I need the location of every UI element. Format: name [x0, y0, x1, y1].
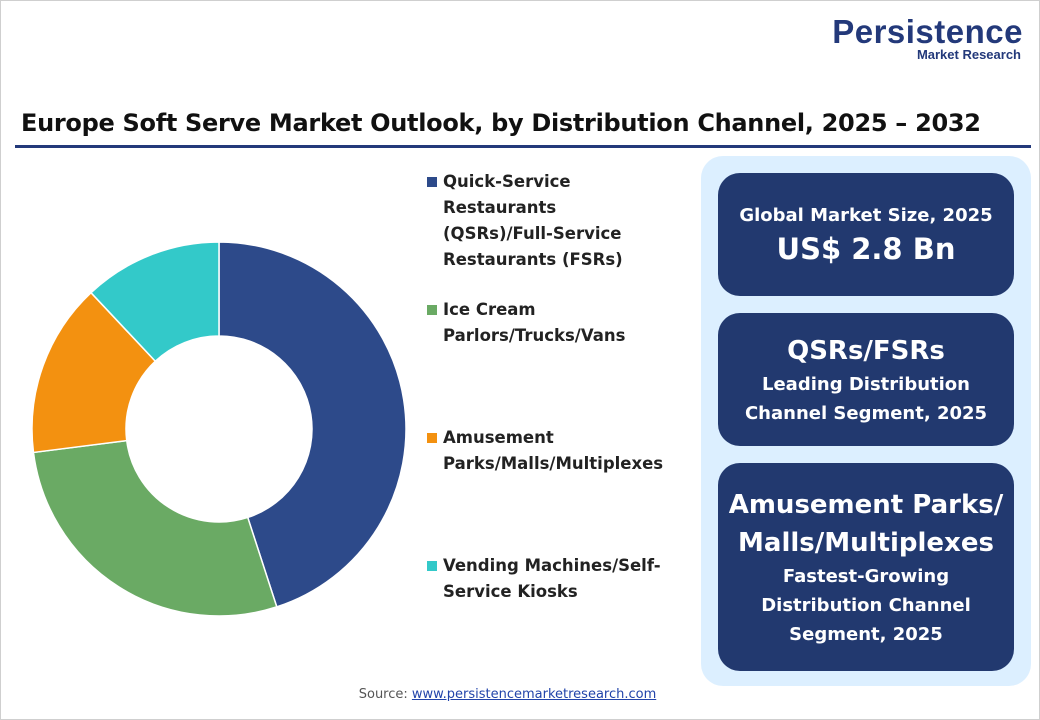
legend-item: Ice Cream Parlors/Trucks/Vans	[427, 297, 667, 349]
legend-label: Vending Machines/Self-Service Kiosks	[443, 556, 661, 601]
chart-title: Europe Soft Serve Market Outlook, by Dis…	[21, 109, 981, 137]
chart	[31, 241, 407, 617]
logo-name: Persistence	[832, 13, 1023, 50]
legend-swatch	[427, 561, 437, 571]
legend-label: Quick-Service Restaurants (QSRs)/Full-Se…	[443, 172, 623, 269]
card-heading: Fastest-Growing Distribution Channel Seg…	[761, 565, 971, 645]
legend-swatch	[427, 433, 437, 443]
source: Source: www.persistencemarketresearch.co…	[1, 687, 1014, 702]
legend-item: Vending Machines/Self-Service Kiosks	[427, 553, 667, 605]
slice	[32, 439, 278, 617]
card: Global Market Size, 2025 US$ 2.8 Bn	[718, 173, 1014, 296]
title-rule	[15, 145, 1031, 148]
legend-item: Amusement Parks/Malls/Multiplexes	[427, 425, 667, 477]
logo-tagline: Market Research	[916, 47, 1021, 62]
card: Amusement Parks/Malls/Multiplexes Fastes…	[718, 463, 1014, 671]
source-label: Source:	[358, 687, 408, 702]
card: QSRs/FSRs Leading Distribution Channel S…	[718, 313, 1014, 446]
slice	[218, 241, 407, 608]
card-heading: Leading Distribution Channel Segment, 20…	[744, 373, 988, 424]
card-value: US$ 2.8 Bn	[776, 232, 956, 266]
legend-label: Amusement Parks/Malls/Multiplexes	[443, 428, 664, 473]
legend-swatch	[427, 177, 437, 187]
slice	[89, 241, 220, 363]
card-value: QSRs/FSRs	[787, 335, 945, 366]
card-heading: Global Market Size, 2025	[739, 205, 993, 226]
source-link[interactable]: www.persistencemarketresearch.com	[411, 687, 657, 702]
slice	[31, 291, 157, 454]
legend-label: Ice Cream Parlors/Trucks/Vans	[443, 300, 626, 345]
card-value: Amusement Parks/Malls/Multiplexes	[728, 489, 1004, 558]
legend-swatch	[427, 305, 437, 315]
legend-item: Quick-Service Restaurants (QSRs)/Full-Se…	[427, 169, 667, 273]
